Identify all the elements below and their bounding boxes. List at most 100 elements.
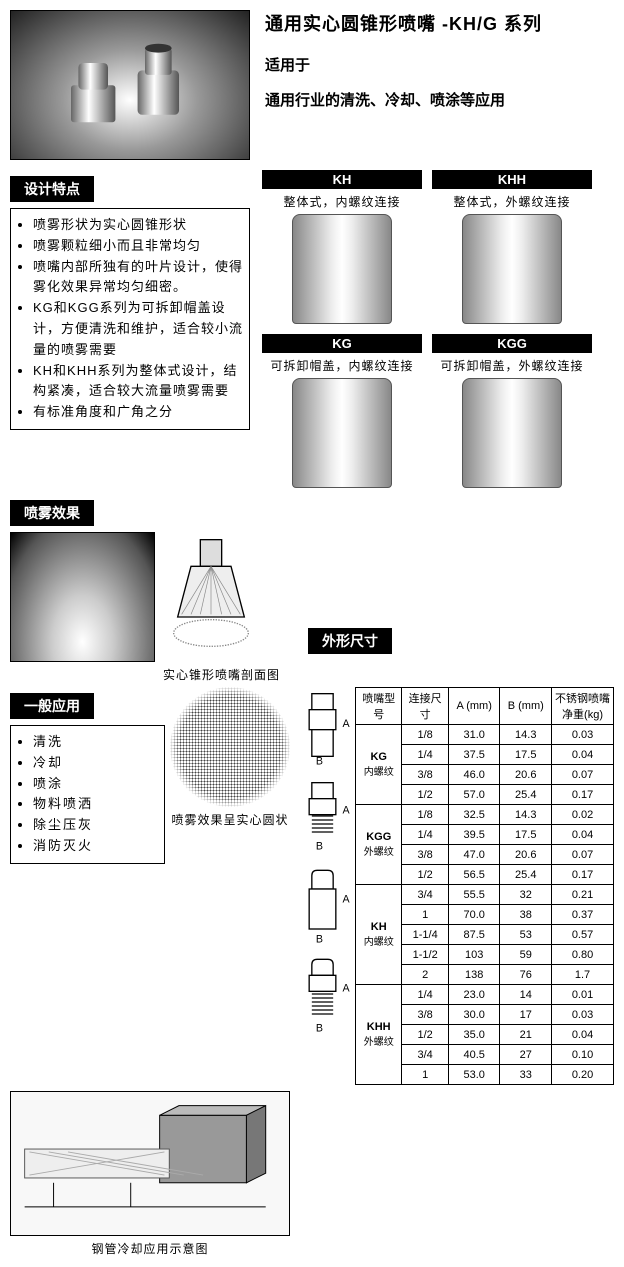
model-cell: KGG外螺纹 [356, 805, 402, 885]
dim-cell: 1/4 [402, 825, 448, 845]
dim-cell: 33 [500, 1065, 552, 1085]
app-item: 消防灭火 [33, 836, 164, 857]
subtitle-label: 适用于 [265, 54, 614, 75]
variant-kg: KG 可拆卸帽盖，内螺纹连接 [262, 334, 422, 488]
variant-kgg: KGG 可拆卸帽盖，外螺纹连接 [432, 334, 592, 488]
dim-cell: 1/8 [402, 805, 448, 825]
dim-cell: 0.07 [552, 765, 614, 785]
variant-code: KGG [432, 334, 592, 353]
variant-code: KG [262, 334, 422, 353]
th-weight: 不锈钢喷嘴净重(kg) [552, 688, 614, 725]
hero-nozzle-photo [10, 10, 250, 160]
th-b: B (mm) [500, 688, 552, 725]
svg-text:A: A [343, 718, 351, 730]
dim-cell: 0.04 [552, 1025, 614, 1045]
dimensions-table: 喷嘴型号 连接尺寸 A (mm) B (mm) 不锈钢喷嘴净重(kg) KG内螺… [355, 687, 614, 1085]
dim-cell: 138 [448, 965, 500, 985]
svg-text:B: B [316, 1022, 323, 1034]
dim-cell: 31.0 [448, 725, 500, 745]
dim-cell: 3/8 [402, 765, 448, 785]
svg-text:A: A [343, 804, 351, 816]
dim-cell: 25.4 [500, 785, 552, 805]
design-point: 有标准角度和广角之分 [33, 402, 243, 423]
variant-khh-image [462, 214, 562, 324]
dim-cell: 17.5 [500, 745, 552, 765]
spray-circle-pattern [170, 687, 290, 807]
dim-cell: 37.5 [448, 745, 500, 765]
dim-cell: 0.03 [552, 1005, 614, 1025]
section-design-label: 设计特点 [10, 176, 94, 202]
dim-cell: 20.6 [500, 845, 552, 865]
dim-cell: 59 [500, 945, 552, 965]
dim-cell: 76 [500, 965, 552, 985]
dim-cell: 14.3 [500, 725, 552, 745]
variant-desc: 整体式，内螺纹连接 [262, 193, 422, 210]
design-point: 喷雾形状为实心圆锥形状 [33, 215, 243, 236]
variant-kgg-image [462, 378, 562, 488]
dim-cell: 3/4 [402, 885, 448, 905]
subtitle-applications: 通用行业的清洗、冷却、喷涂等应用 [265, 89, 614, 110]
dim-cell: 35.0 [448, 1025, 500, 1045]
variant-kh-image [292, 214, 392, 324]
dim-cell: 1 [402, 1065, 448, 1085]
design-feature-list: 喷雾形状为实心圆锥形状 喷雾颗粒细小而且非常均匀 喷嘴内部所独有的叶片设计，使得… [10, 208, 250, 430]
dim-cell: 0.37 [552, 905, 614, 925]
design-point: 喷嘴内部所独有的叶片设计，使得雾化效果异常均匀细密。 [33, 257, 243, 299]
dim-cell: 1/4 [402, 985, 448, 1005]
svg-text:B: B [316, 755, 323, 767]
pipe-cooling-diagram [10, 1091, 290, 1236]
dim-cell: 46.0 [448, 765, 500, 785]
dim-cell: 0.21 [552, 885, 614, 905]
dim-cell: 0.02 [552, 805, 614, 825]
dim-cell: 14.3 [500, 805, 552, 825]
variant-desc: 可拆卸帽盖，内螺纹连接 [262, 357, 422, 374]
design-point: KG和KGG系列为可拆卸帽盖设计，方便清洗和维护，适合较小流量的喷雾需要 [33, 298, 243, 360]
variant-kg-image [292, 378, 392, 488]
dim-cell: 0.17 [552, 785, 614, 805]
dim-cell: 1.7 [552, 965, 614, 985]
dim-cell: 3/8 [402, 845, 448, 865]
svg-text:A: A [343, 982, 351, 994]
app-item: 除尘压灰 [33, 815, 164, 836]
dim-cell: 57.0 [448, 785, 500, 805]
dim-cell: 56.5 [448, 865, 500, 885]
th-a: A (mm) [448, 688, 500, 725]
dim-cell: 0.80 [552, 945, 614, 965]
dim-cell: 39.5 [448, 825, 500, 845]
dim-cell: 1/8 [402, 725, 448, 745]
model-cell: KHH外螺纹 [356, 985, 402, 1085]
dim-cell: 1/4 [402, 745, 448, 765]
dim-cell: 21 [500, 1025, 552, 1045]
dim-cell: 38 [500, 905, 552, 925]
model-cell: KG内螺纹 [356, 725, 402, 805]
dim-cell: 0.04 [552, 825, 614, 845]
dim-cell: 1/2 [402, 785, 448, 805]
dim-cell: 55.5 [448, 885, 500, 905]
dim-cell: 103 [448, 945, 500, 965]
variant-desc: 整体式，外螺纹连接 [432, 193, 592, 210]
variant-code: KHH [432, 170, 592, 189]
svg-text:B: B [316, 933, 323, 945]
app-item: 清洗 [33, 732, 164, 753]
dim-cell: 0.01 [552, 985, 614, 1005]
th-model: 喷嘴型号 [356, 688, 402, 725]
dim-diagram-2: A B [295, 776, 350, 856]
application-list: 清洗 冷却 喷涂 物料喷洒 除尘压灰 消防灭火 [10, 725, 165, 864]
dimension-diagrams: A B A B A B [295, 687, 355, 1085]
cross-section-caption: 实心锥形喷嘴剖面图 [163, 666, 280, 683]
dim-diagram-4: A B [295, 954, 350, 1034]
dim-cell: 87.5 [448, 925, 500, 945]
dim-cell: 1-1/2 [402, 945, 448, 965]
circle-caption: 喷雾效果呈实心圆状 [169, 811, 291, 828]
dim-cell: 47.0 [448, 845, 500, 865]
dim-cell: 0.03 [552, 725, 614, 745]
dim-cell: 32.5 [448, 805, 500, 825]
design-point: KH和KHH系列为整体式设计，结构紧凑，适合较大流量喷雾需要 [33, 361, 243, 403]
app-item: 冷却 [33, 753, 164, 774]
variant-khh: KHH 整体式，外螺纹连接 [432, 170, 592, 324]
section-dims-label: 外形尺寸 [308, 628, 392, 654]
app-item: 物料喷洒 [33, 794, 164, 815]
spray-pattern-photo [10, 532, 155, 662]
dim-cell: 30.0 [448, 1005, 500, 1025]
dim-cell: 53.0 [448, 1065, 500, 1085]
